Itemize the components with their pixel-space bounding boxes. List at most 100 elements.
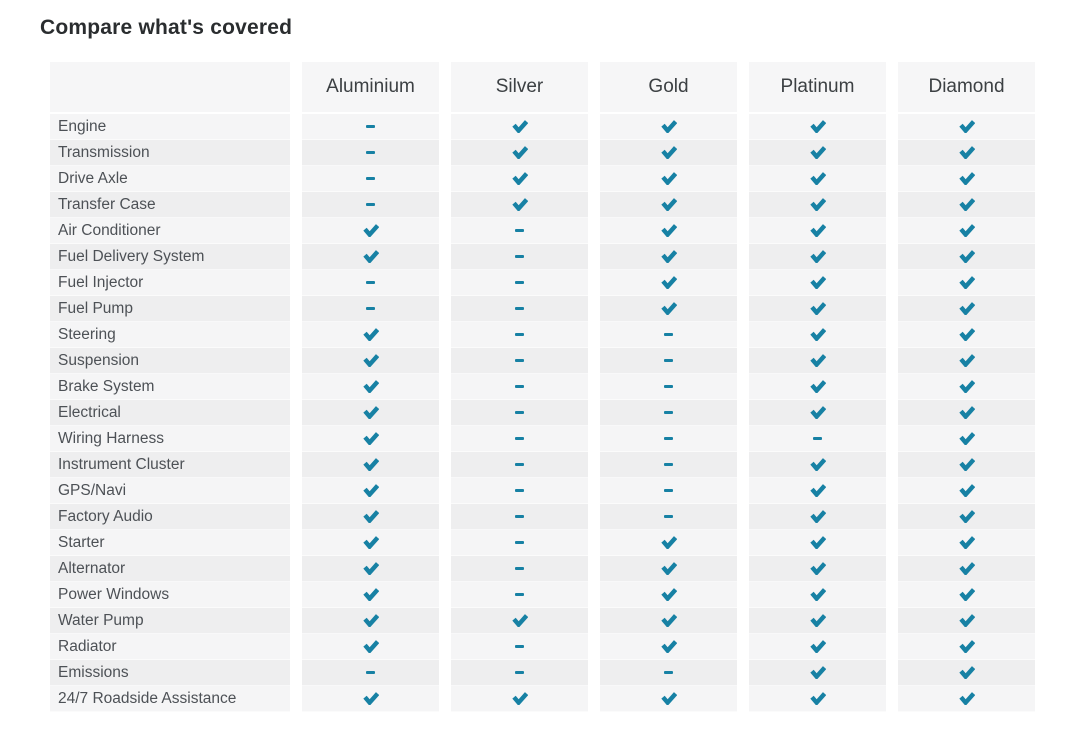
check-icon	[809, 197, 826, 211]
coverage-cell	[749, 400, 886, 426]
check-icon	[511, 613, 528, 627]
row-label: Water Pump	[50, 608, 290, 634]
coverage-cell	[898, 114, 1035, 140]
check-icon	[809, 249, 826, 263]
dash-icon	[366, 670, 375, 675]
table-row: Air Conditioner	[50, 218, 1035, 244]
coverage-cell	[302, 296, 439, 322]
row-label: Engine	[50, 114, 290, 140]
check-icon	[958, 561, 975, 575]
table-row: Fuel Pump	[50, 296, 1035, 322]
dash-icon	[813, 436, 822, 441]
row-label: Fuel Injector	[50, 270, 290, 296]
coverage-cell	[749, 634, 886, 660]
check-icon	[958, 535, 975, 549]
row-label: Factory Audio	[50, 504, 290, 530]
coverage-cell	[898, 296, 1035, 322]
coverage-cell	[600, 504, 737, 530]
check-icon	[511, 119, 528, 133]
coverage-cell	[898, 140, 1035, 166]
row-label: Transfer Case	[50, 192, 290, 218]
row-label: Emissions	[50, 660, 290, 686]
coverage-cell	[600, 400, 737, 426]
coverage-cell	[600, 166, 737, 192]
coverage-cell	[302, 374, 439, 400]
check-icon	[958, 379, 975, 393]
dash-icon	[366, 150, 375, 155]
check-icon	[511, 691, 528, 705]
coverage-cell	[600, 634, 737, 660]
coverage-cell	[302, 348, 439, 374]
coverage-cell	[302, 140, 439, 166]
coverage-cell	[600, 114, 737, 140]
coverage-cell	[451, 192, 588, 218]
table-row: 24/7 Roadside Assistance	[50, 686, 1035, 712]
check-icon	[809, 405, 826, 419]
check-icon	[362, 639, 379, 653]
coverage-cell	[749, 452, 886, 478]
dash-icon	[515, 306, 524, 311]
coverage-cell	[749, 530, 886, 556]
dash-icon	[664, 514, 673, 519]
coverage-cell	[302, 244, 439, 270]
table-row: Alternator	[50, 556, 1035, 582]
coverage-cell	[600, 660, 737, 686]
row-label: Suspension	[50, 348, 290, 374]
table-row: Transfer Case	[50, 192, 1035, 218]
table-row: Drive Axle	[50, 166, 1035, 192]
row-label: Fuel Delivery System	[50, 244, 290, 270]
coverage-cell	[898, 504, 1035, 530]
check-icon	[958, 327, 975, 341]
check-icon	[660, 535, 677, 549]
coverage-cell	[600, 582, 737, 608]
row-label: Drive Axle	[50, 166, 290, 192]
coverage-cell	[451, 140, 588, 166]
column-header-platinum: Platinum	[749, 62, 886, 114]
coverage-cell	[749, 296, 886, 322]
header-empty-cell	[50, 62, 290, 114]
dash-icon	[515, 566, 524, 571]
check-icon	[660, 171, 677, 185]
coverage-cell	[600, 192, 737, 218]
coverage-cell	[451, 348, 588, 374]
coverage-cell	[600, 218, 737, 244]
coverage-cell	[302, 426, 439, 452]
table-row: Fuel Delivery System	[50, 244, 1035, 270]
check-icon	[362, 223, 379, 237]
check-icon	[809, 535, 826, 549]
coverage-cell	[898, 582, 1035, 608]
check-icon	[958, 145, 975, 159]
coverage-cell	[600, 686, 737, 712]
check-icon	[362, 483, 379, 497]
check-icon	[362, 405, 379, 419]
check-icon	[809, 509, 826, 523]
check-icon	[660, 145, 677, 159]
coverage-cell	[302, 634, 439, 660]
dash-icon	[366, 176, 375, 181]
coverage-cell	[302, 452, 439, 478]
coverage-cell	[898, 192, 1035, 218]
coverage-cell	[898, 218, 1035, 244]
coverage-cell	[600, 296, 737, 322]
check-icon	[809, 665, 826, 679]
check-icon	[809, 457, 826, 471]
check-icon	[958, 509, 975, 523]
coverage-cell	[749, 218, 886, 244]
coverage-cell	[898, 322, 1035, 348]
coverage-cell	[451, 504, 588, 530]
check-icon	[958, 275, 975, 289]
check-icon	[809, 483, 826, 497]
check-icon	[958, 457, 975, 471]
check-icon	[958, 405, 975, 419]
check-icon	[511, 145, 528, 159]
check-icon	[809, 171, 826, 185]
check-icon	[958, 223, 975, 237]
coverage-cell	[898, 478, 1035, 504]
coverage-cell	[302, 218, 439, 244]
coverage-cell	[898, 530, 1035, 556]
check-icon	[958, 197, 975, 211]
coverage-cell	[600, 608, 737, 634]
coverage-cell	[898, 686, 1035, 712]
coverage-cell	[451, 322, 588, 348]
dash-icon	[515, 592, 524, 597]
